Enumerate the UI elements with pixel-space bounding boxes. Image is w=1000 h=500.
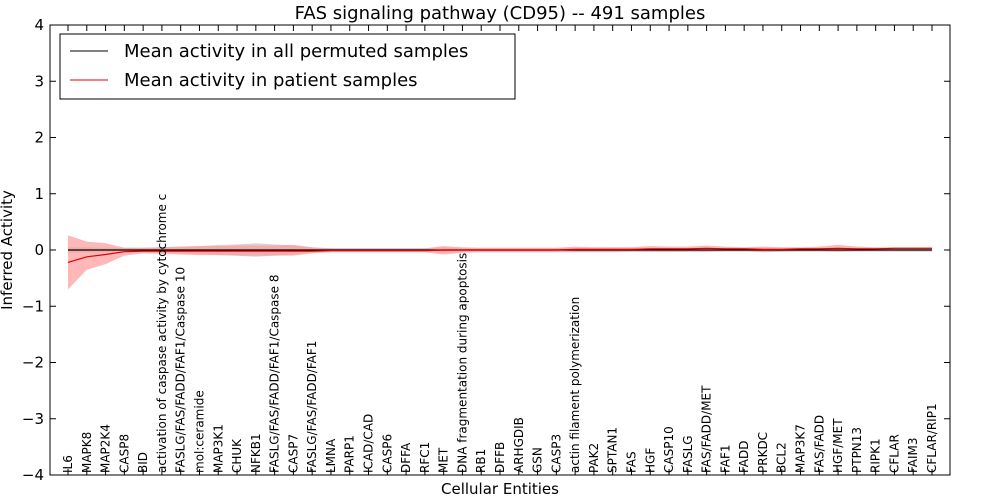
x-tick-label: CASP3	[549, 434, 563, 473]
x-tick-label: DNA fragmentation during apoptosis	[455, 253, 469, 473]
band-patient	[68, 235, 932, 290]
y-tick-label: 2	[34, 129, 44, 147]
x-tick-label: GSN	[531, 447, 545, 473]
x-tick-label: FAIM3	[906, 437, 920, 473]
x-tick-label: PAK2	[587, 443, 601, 473]
chart-title: FAS signaling pathway (CD95) -- 491 samp…	[295, 3, 706, 24]
x-tick-label: PRKDC	[756, 432, 770, 473]
x-tick-label: ICAD/CAD	[362, 414, 376, 473]
x-tick-label: PTPN13	[850, 427, 864, 473]
x-tick-label: CFLAR	[887, 434, 901, 473]
x-tick-label: IL6	[61, 455, 75, 473]
x-tick-label: activation of caspase activity by cytoch…	[155, 194, 169, 473]
x-tick-label: FAS/FADD	[812, 415, 826, 473]
y-axis-label: Inferred Activity	[0, 190, 16, 310]
x-tick-label: FASLG/FAS/FADD/FAF1/Caspase 8	[268, 275, 282, 474]
legend: Mean activity in all permuted samples Me…	[59, 33, 516, 100]
y-tick-label: 3	[34, 72, 44, 90]
x-tick-label: RB1	[474, 449, 488, 473]
y-tick-label: 1	[34, 185, 44, 203]
x-tick-label: DFFA	[399, 442, 413, 473]
y-tick-label: −3	[22, 410, 44, 428]
x-tick-label: MAPK8	[80, 432, 94, 473]
x-tick-label: MAP2K4	[99, 424, 113, 473]
x-tick-label: PARP1	[343, 435, 357, 473]
x-tick-label: MAP3K7	[794, 424, 808, 473]
x-tick-label: BID	[136, 452, 150, 473]
x-tick-label: CASP7	[286, 434, 300, 473]
x-tick-label: BCL2	[775, 442, 789, 473]
x-tick-label: FADD	[737, 441, 751, 474]
x-tick-label: actin filament polymerization	[568, 297, 582, 473]
y-tick-label: −1	[22, 297, 44, 315]
series-line-patient	[67, 247, 932, 263]
x-tick-label: NFKB1	[249, 433, 263, 473]
x-tick-label: mol:ceramide	[193, 390, 207, 473]
x-tick-label: FASLG/FAS/FADD/FAF1/Caspase 10	[174, 267, 188, 473]
x-tick-label: LMNA	[324, 438, 338, 473]
x-tick-label: CASP8	[117, 434, 131, 473]
legend-box	[59, 33, 516, 100]
y-tick-label: −4	[22, 466, 44, 484]
x-tick-label: ARHGDIB	[512, 417, 526, 473]
x-tick-label: SPTAN1	[606, 427, 620, 473]
x-tick-label: CASP6	[380, 434, 394, 473]
x-tick-label: CFLAR/RIP1	[925, 403, 939, 473]
legend-label-patient: Mean activity in patient samples	[124, 70, 418, 91]
x-tick-label: RIPK1	[869, 438, 883, 473]
y-tick-label: −2	[22, 354, 44, 372]
x-tick-label: FAF1	[718, 444, 732, 473]
x-tick-label: FAS	[625, 451, 639, 473]
legend-label-permuted: Mean activity in all permuted samples	[124, 41, 468, 62]
x-tick-label: DFFB	[493, 442, 507, 473]
y-tick-label: 0	[34, 241, 44, 259]
x-tick-label: MAP3K1	[211, 424, 225, 473]
x-tick-label: MET	[437, 447, 451, 473]
x-tick-label: CASP10	[662, 426, 676, 473]
x-tick-label: RFC1	[418, 442, 432, 473]
x-axis-label: Cellular Entities	[441, 480, 559, 498]
y-tick-label: 4	[34, 16, 44, 34]
x-tick-label: HGF/MET	[831, 418, 845, 473]
x-tick-label: CHUK	[230, 438, 244, 473]
x-tick-label: FAS/FADD/MET	[700, 385, 714, 473]
x-tick-label: FASLG/FAS/FADD/FAF1	[305, 341, 319, 473]
x-tick-label: HGF	[643, 448, 657, 473]
x-tick-label: FASLG	[681, 435, 695, 473]
